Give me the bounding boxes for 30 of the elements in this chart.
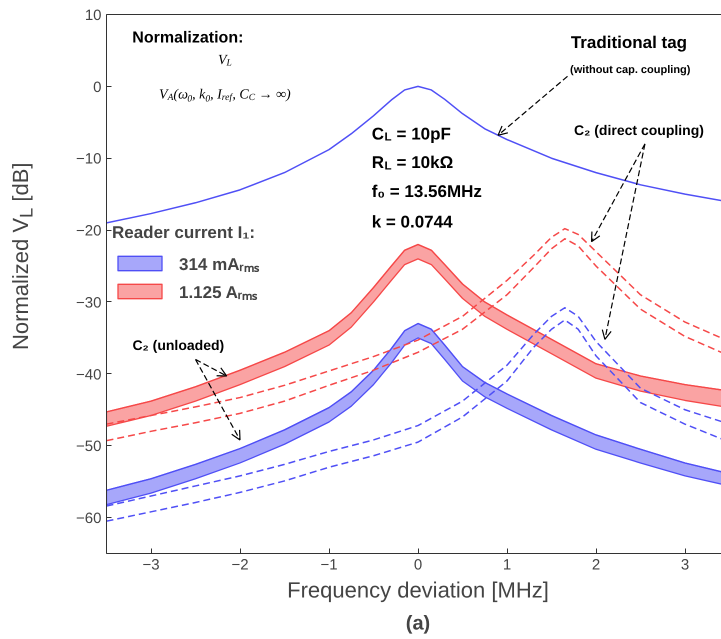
annotation: f₀ = 13.56MHz	[372, 182, 482, 201]
x-tick-label: 0	[414, 556, 422, 574]
y-tick-label: −40	[76, 366, 102, 384]
annotation: RL = 10kΩ	[372, 153, 454, 172]
x-tick-label: 1	[502, 556, 512, 574]
annotation: Normalization:	[132, 30, 244, 47]
annotation: CL = 10pF	[372, 124, 451, 144]
x-tick-label: −3	[142, 556, 160, 574]
x-tick-label: 3	[680, 556, 690, 574]
y-tick-label: 0	[93, 78, 102, 96]
annotation: k = 0.0744	[372, 212, 454, 232]
annotation: C₂ (unloaded)	[132, 337, 224, 354]
annotation: (without cap. coupling)	[570, 64, 691, 76]
y-tick-label: −20	[76, 222, 102, 240]
annotation: VL	[218, 52, 232, 68]
legend-label: 1.125 Aᵣₘₛ	[179, 282, 258, 303]
x-tick-label: 2	[592, 556, 600, 574]
y-tick-label: −50	[76, 438, 102, 456]
x-tick-label: −2	[231, 556, 249, 574]
x-tick-label: −1	[320, 556, 338, 574]
text: (a)	[406, 612, 430, 634]
annotation: Traditional tag	[570, 33, 688, 52]
annotation: C₂ (direct coupling)	[574, 122, 704, 138]
legend-label: 314 mAᵣₘₛ	[179, 254, 259, 275]
y-tick-label: −30	[76, 294, 102, 312]
legend-title: Reader current I₁:	[112, 223, 256, 243]
y-tick-label: −10	[76, 150, 102, 168]
x-axis-title: Frequency deviation [MHz]	[287, 578, 549, 602]
y-tick-label: 10	[84, 7, 102, 24]
y-tick-label: −60	[76, 510, 102, 528]
